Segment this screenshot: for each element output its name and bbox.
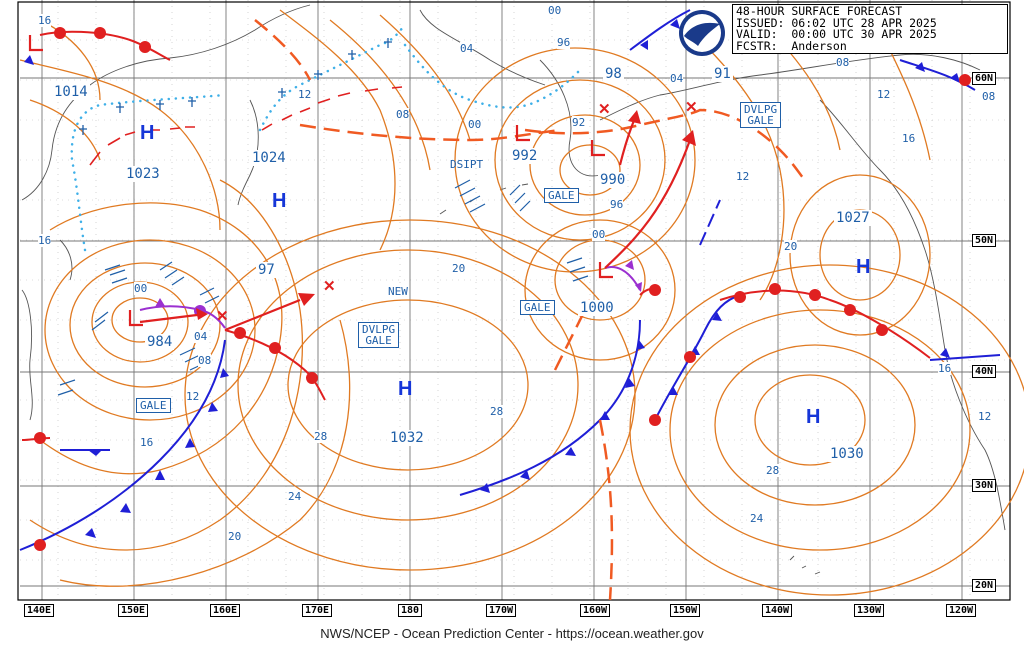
lon-label: 120W xyxy=(946,604,977,617)
isobar-label: 08 xyxy=(836,56,850,69)
isobar-label: 00 xyxy=(134,282,148,295)
lon-label: 180 xyxy=(398,604,423,617)
high-center-symbol: H xyxy=(140,122,155,144)
lon-label: 160W xyxy=(580,604,611,617)
warm-front-bumps xyxy=(34,27,971,551)
pressure-value: 1030 xyxy=(828,446,866,462)
isobar-label: 12 xyxy=(978,410,992,423)
isobar-label: 00 xyxy=(468,118,482,131)
footer-credit: NWS/NCEP - Ocean Prediction Center - htt… xyxy=(320,626,704,641)
header-forecaster: FCSTR: Anderson xyxy=(736,38,847,53)
isobar-label: 04 xyxy=(194,330,208,343)
isobar-label: 16 xyxy=(140,436,154,449)
major-grid xyxy=(20,0,1010,600)
coastlines xyxy=(21,4,1006,575)
header-valid: VALID: 00:00 UTC 30 APR 2025 xyxy=(736,27,937,41)
isobar-label: 04 xyxy=(460,42,474,55)
gale-warning-label: GALE xyxy=(544,188,579,203)
stationary-boundaries xyxy=(70,23,582,252)
forecast-header: 48-HOUR SURFACE FORECAST ISSUED: 06:02 U… xyxy=(732,4,1008,54)
pressure-value: 1023 xyxy=(124,166,162,182)
lat-label: 60N xyxy=(972,72,997,85)
pressure-value: 1027 xyxy=(834,210,872,226)
header-title: 48-HOUR SURFACE FORECAST xyxy=(736,4,903,18)
new-low-x-marker: ✕ xyxy=(323,278,336,295)
troughs xyxy=(254,19,806,601)
isobar-label: 12 xyxy=(877,88,891,101)
low-markers xyxy=(28,35,613,327)
isobar-label: 20 xyxy=(784,240,798,253)
isobar-label: 12 xyxy=(736,170,750,183)
noaa-logo xyxy=(679,10,725,56)
isobar-label: 12 xyxy=(186,390,200,403)
lat-label: 20N xyxy=(972,579,997,592)
pressure-value: 992 xyxy=(510,148,540,164)
pressure-value: 98 xyxy=(603,66,624,82)
dissipating-label: DSIPT xyxy=(450,158,484,171)
isobar-label: 00 xyxy=(592,228,606,241)
isobar-label: 28 xyxy=(490,405,504,418)
lon-label: 170E xyxy=(302,604,333,617)
isobar-label: 16 xyxy=(38,14,52,27)
developing-gale-label: DVLPG GALE xyxy=(358,322,400,348)
pressure-value: 1024 xyxy=(250,150,288,166)
wind-feathers xyxy=(57,179,589,396)
low-position-x-marker: ✕ xyxy=(598,101,611,118)
high-center-symbol: H xyxy=(398,378,413,400)
pressure-value: 1000 xyxy=(578,300,616,316)
isobar-label: 16 xyxy=(938,362,952,375)
pressure-value: 984 xyxy=(145,334,175,350)
pressure-value: 1014 xyxy=(52,84,90,100)
isobar-label: 96 xyxy=(610,198,624,211)
cold-front-barbs xyxy=(24,19,960,538)
header-issued: ISSUED: 06:02 UTC 28 APR 2025 xyxy=(736,15,937,30)
lon-label: 130W xyxy=(854,604,885,617)
isobar-label: 04 xyxy=(670,72,684,85)
isobar-label: 12 xyxy=(298,88,312,101)
lon-label: 150W xyxy=(670,604,701,617)
isobar-label: 24 xyxy=(288,490,302,503)
storm-motion-arrows xyxy=(139,117,692,332)
pressure-value: 990 xyxy=(598,172,628,188)
developing-gale-label: DVLPG GALE xyxy=(740,102,782,128)
lat-label: 40N xyxy=(972,365,997,378)
lat-label: 50N xyxy=(972,234,997,247)
high-center-symbol: H xyxy=(806,406,821,428)
gale-warning-label: GALE xyxy=(136,398,171,413)
isobar-label: 96 xyxy=(557,36,571,49)
isobar-label: 16 xyxy=(902,132,916,145)
isobar-label: 20 xyxy=(228,530,242,543)
high-center-symbol: H xyxy=(272,190,287,212)
low-position-x-marker: ✕ xyxy=(216,308,229,325)
isobar-label: 20 xyxy=(452,262,466,275)
isobar-label: 08 xyxy=(396,108,410,121)
lon-label: 140E xyxy=(24,604,55,617)
isobar-label: 08 xyxy=(198,354,212,367)
pressure-value: 1032 xyxy=(388,430,426,446)
gale-warning-label: GALE xyxy=(520,300,555,315)
isobar-label: 24 xyxy=(750,512,764,525)
ice-symbols xyxy=(79,38,392,135)
isobar-label: 28 xyxy=(766,464,780,477)
isobar-label: 00 xyxy=(548,4,562,17)
high-center-symbol: H xyxy=(856,256,871,278)
lon-label: 150E xyxy=(118,604,149,617)
new-center-label: NEW xyxy=(388,285,408,298)
ridge-markers xyxy=(89,86,403,166)
low-position-x-marker: ✕ xyxy=(685,99,698,116)
lon-label: 160E xyxy=(210,604,241,617)
lon-label: 170W xyxy=(486,604,517,617)
pressure-value: 97 xyxy=(256,262,277,278)
lat-label: 30N xyxy=(972,479,997,492)
isobar-label: 28 xyxy=(314,430,328,443)
pressure-value: 91 xyxy=(712,66,733,82)
isobar-label: 16 xyxy=(38,234,52,247)
isobar-label: 08 xyxy=(982,90,996,103)
isobars xyxy=(19,9,1024,596)
lon-label: 140W xyxy=(762,604,793,617)
isobar-label: 92 xyxy=(572,116,586,129)
